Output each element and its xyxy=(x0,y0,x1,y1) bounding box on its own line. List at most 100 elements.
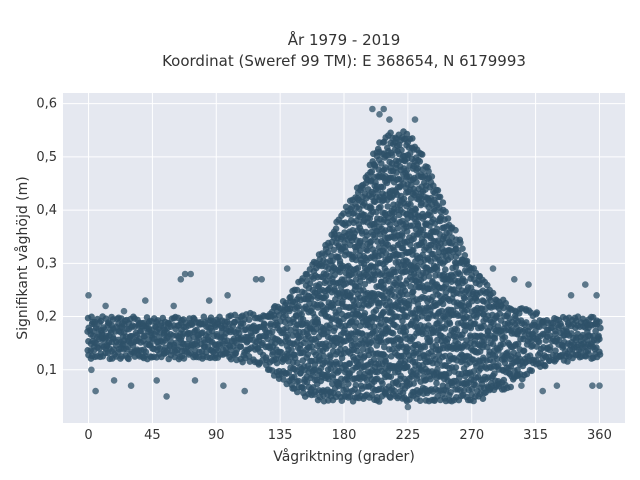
data-point xyxy=(489,289,497,297)
data-point xyxy=(436,318,443,325)
data-point xyxy=(429,293,437,301)
data-point xyxy=(447,253,455,261)
data-point xyxy=(306,280,314,288)
data-point xyxy=(245,316,253,324)
data-point xyxy=(283,265,291,272)
x-tick-label: 90 xyxy=(208,428,225,443)
data-point xyxy=(434,187,442,194)
data-point xyxy=(411,116,419,123)
data-point xyxy=(375,398,383,405)
data-point xyxy=(596,348,603,356)
y-axis-label: Signifikant våghöjd (m) xyxy=(14,176,31,339)
x-tick-label: 0 xyxy=(84,428,92,443)
data-point xyxy=(376,111,383,118)
data-point xyxy=(461,295,468,302)
data-point xyxy=(500,376,508,384)
data-point xyxy=(535,338,543,346)
data-point xyxy=(205,297,213,304)
data-point xyxy=(410,380,418,387)
data-point xyxy=(495,362,502,369)
data-point xyxy=(382,353,389,361)
data-point xyxy=(419,251,427,259)
data-point xyxy=(316,281,323,288)
data-point xyxy=(331,271,339,279)
y-tick-label: 0,1 xyxy=(36,363,57,378)
data-point xyxy=(502,299,510,307)
data-point xyxy=(273,359,281,367)
data-point xyxy=(142,348,150,356)
data-point xyxy=(378,338,385,346)
data-point xyxy=(332,225,340,232)
data-point xyxy=(379,380,386,387)
data-point xyxy=(398,146,405,154)
x-tick-label: 315 xyxy=(523,428,548,443)
data-point xyxy=(483,281,491,289)
data-point xyxy=(284,331,291,339)
data-point xyxy=(425,272,433,280)
data-point xyxy=(452,364,460,371)
data-point xyxy=(224,292,231,299)
x-axis-label: Vågriktning (grader) xyxy=(273,448,415,465)
data-point xyxy=(487,297,494,304)
data-point xyxy=(384,203,392,210)
data-point xyxy=(387,373,395,381)
data-point xyxy=(446,320,454,328)
data-point xyxy=(303,271,311,278)
data-point xyxy=(436,193,444,201)
x-tick-label: 45 xyxy=(144,428,161,443)
data-point xyxy=(501,359,509,367)
data-point xyxy=(153,377,160,384)
data-point xyxy=(452,226,459,234)
data-point xyxy=(287,326,294,334)
data-point xyxy=(403,228,411,235)
data-point xyxy=(433,379,440,387)
data-point xyxy=(567,292,575,299)
data-point xyxy=(438,307,446,315)
data-point xyxy=(525,281,532,288)
data-point xyxy=(187,270,194,278)
data-point xyxy=(92,387,99,395)
data-point xyxy=(325,342,332,350)
data-point xyxy=(327,353,334,361)
y-tick-label: 0,6 xyxy=(36,97,57,112)
data-point xyxy=(499,340,507,348)
data-point xyxy=(420,274,428,282)
data-point xyxy=(369,105,376,113)
data-point xyxy=(425,168,432,175)
data-point xyxy=(473,297,481,305)
data-point xyxy=(322,292,330,300)
data-point xyxy=(439,199,447,206)
data-point xyxy=(252,276,260,283)
data-point xyxy=(102,302,109,310)
y-tick-label: 0,5 xyxy=(36,150,57,165)
data-point xyxy=(398,230,406,237)
data-point xyxy=(434,366,441,373)
data-point xyxy=(463,257,471,265)
data-point xyxy=(200,313,208,321)
y-tick-label: 0,2 xyxy=(36,310,57,325)
data-point xyxy=(557,320,564,328)
data-point xyxy=(300,384,307,392)
data-point xyxy=(241,387,248,395)
data-point xyxy=(393,323,401,331)
data-point xyxy=(163,393,170,400)
data-point xyxy=(410,247,417,254)
data-point xyxy=(400,195,408,203)
data-point xyxy=(357,247,364,254)
data-point xyxy=(288,346,295,354)
data-point xyxy=(85,292,92,299)
data-point xyxy=(320,352,328,360)
data-point xyxy=(364,247,371,254)
data-point xyxy=(596,318,603,326)
data-point xyxy=(396,274,403,282)
data-point xyxy=(403,167,411,174)
data-point xyxy=(528,367,535,375)
data-point xyxy=(511,276,518,283)
data-point xyxy=(295,377,302,385)
data-point xyxy=(592,327,599,335)
data-point xyxy=(480,338,488,345)
data-point xyxy=(427,337,434,345)
data-point xyxy=(372,328,379,335)
data-point xyxy=(380,281,387,289)
